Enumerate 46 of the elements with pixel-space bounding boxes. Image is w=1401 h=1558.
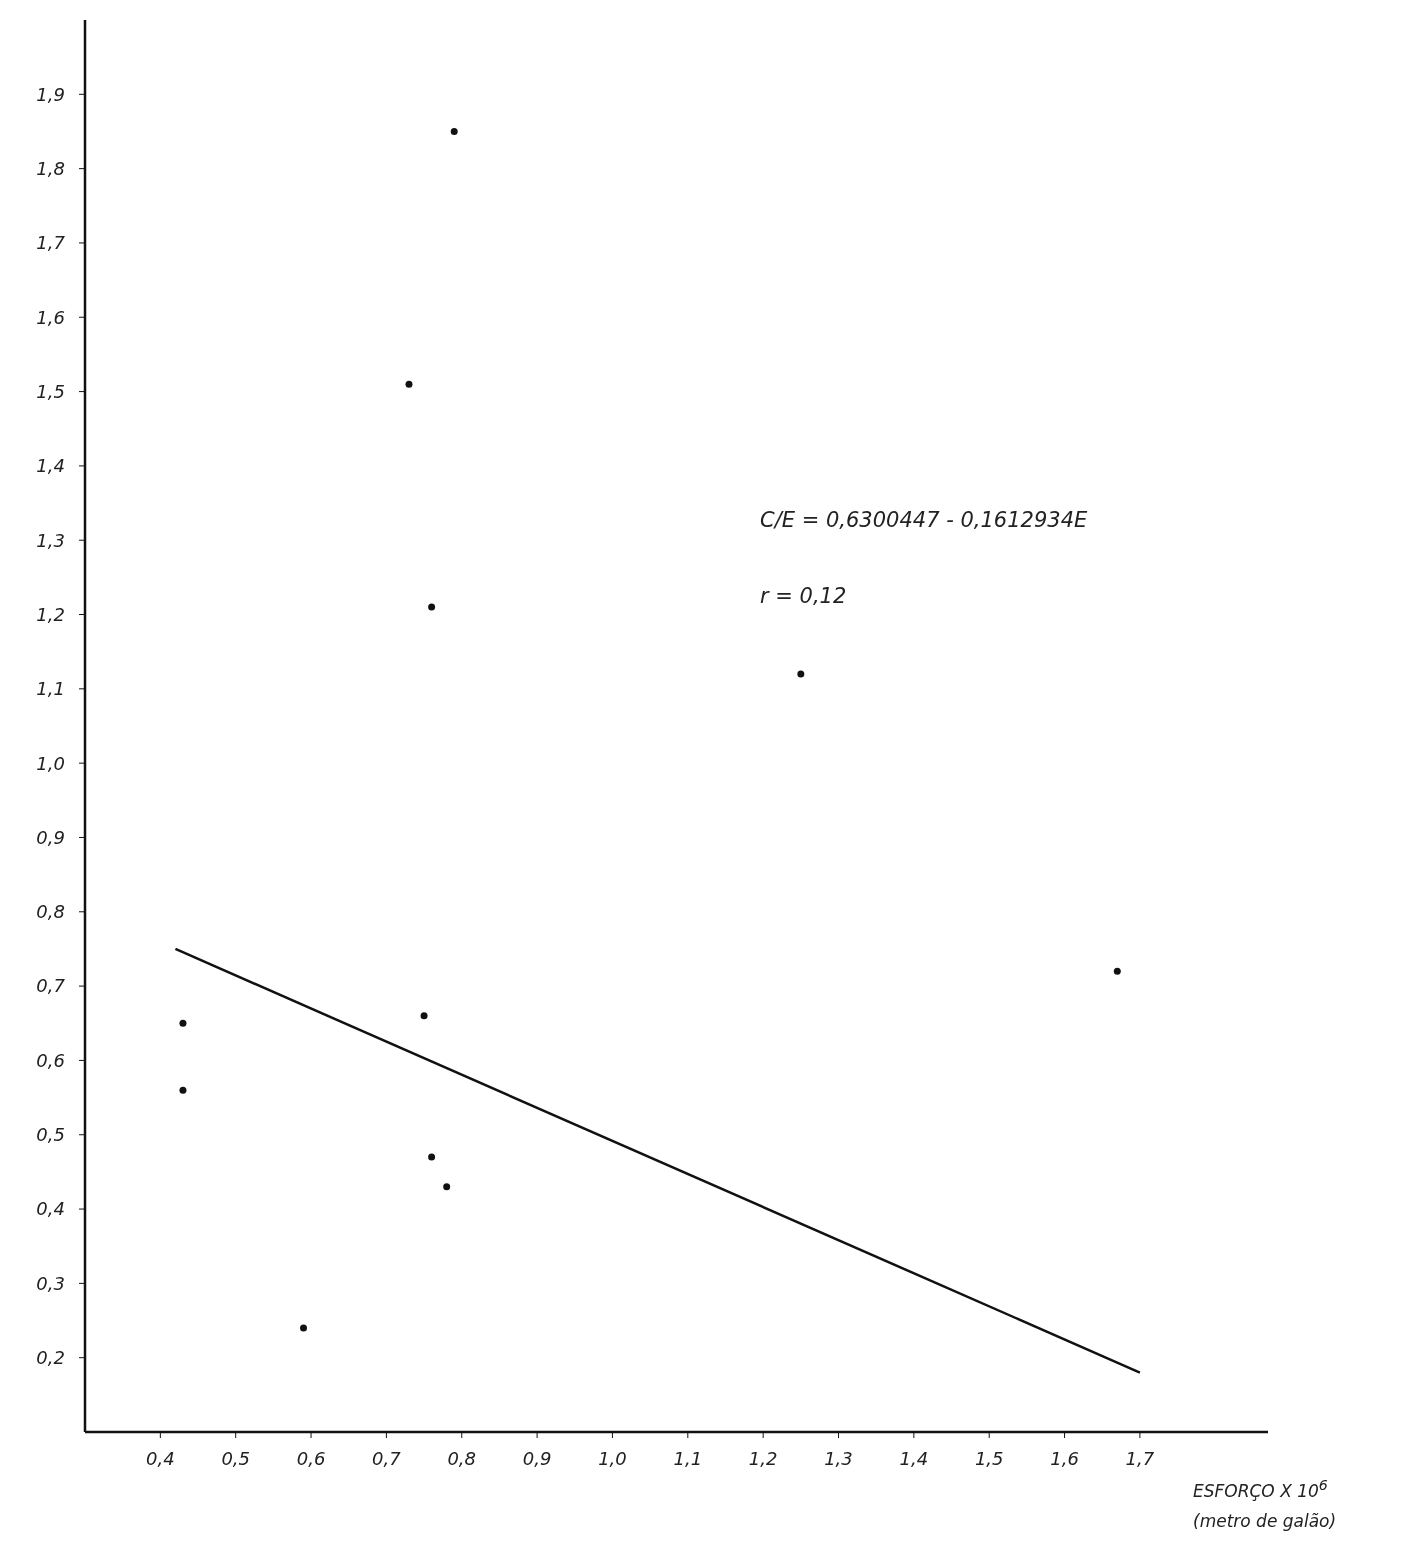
y-tick-label: 1,7 (36, 232, 66, 254)
x-tick-label: 1,2 (748, 1447, 778, 1469)
x-tick-label: 0,5 (221, 1447, 251, 1469)
point (443, 1183, 451, 1191)
y-tick-label: 0,9 (36, 826, 65, 848)
x-tick-label: 0,4 (146, 1447, 175, 1469)
annotation: r = 0,12 (760, 584, 847, 608)
x-tick-label: 0,9 (522, 1447, 552, 1469)
point (405, 380, 413, 388)
x-tick-label: 1,6 (1050, 1447, 1079, 1469)
point (179, 1019, 187, 1027)
point (428, 603, 436, 611)
point (420, 1012, 428, 1020)
x-tick-label: 0,6 (296, 1447, 326, 1469)
y-tick-label: 1,8 (36, 158, 65, 180)
x-tick-label: 1,3 (824, 1447, 853, 1469)
y-tick-label: 1,9 (36, 83, 65, 105)
y-tick-label: 1,2 (36, 603, 65, 625)
text: ESFORÇO X 10$^{6}$ (metro de galão) (1193, 1477, 1337, 1531)
point (450, 127, 458, 135)
y-tick-label: 1,4 (36, 455, 65, 477)
y-tick-label: 0,5 (36, 1124, 65, 1146)
x-tick-label: 1,1 (673, 1447, 703, 1469)
y-tick-label: 1,1 (36, 678, 65, 700)
y-tick-label: 1,3 (36, 529, 65, 551)
y-tick-label: 1,5 (36, 380, 65, 402)
annotation: C/E = 0,6300447 - 0,1612934E (760, 508, 1088, 532)
x-tick-label: 1,0 (598, 1447, 627, 1469)
x-tick-label: 1,4 (899, 1447, 929, 1469)
point (179, 1086, 187, 1094)
y-tick-label: 0,6 (36, 1049, 65, 1071)
point (797, 670, 805, 678)
point (428, 1153, 436, 1161)
point (300, 1324, 308, 1332)
y-tick-label: 0,8 (36, 901, 65, 923)
x-tick-label: 1,5 (974, 1447, 1004, 1469)
y-tick-label: 0,7 (36, 975, 66, 997)
y-tick-label: 0,2 (36, 1347, 65, 1369)
x-tick-label: 0,8 (447, 1447, 477, 1469)
point (1113, 967, 1121, 975)
y-tick-label: 0,4 (36, 1198, 65, 1220)
y-tick-label: 0,3 (36, 1272, 65, 1294)
y-tick-label: 1,6 (36, 306, 65, 328)
x-tick-label: 0,7 (372, 1447, 402, 1469)
y-tick-label: 1,0 (36, 752, 65, 774)
x-tick-label: 1,7 (1125, 1447, 1155, 1469)
